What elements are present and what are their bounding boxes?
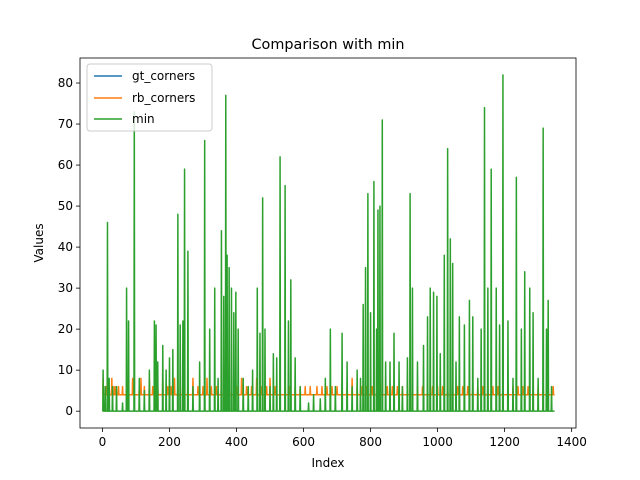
x-tick-label: 600: [292, 435, 315, 449]
y-tick-label: 0: [65, 404, 73, 418]
x-tick-label: 1400: [556, 435, 587, 449]
y-tick-label: 50: [58, 199, 73, 213]
ticks-layer: 0 200 400 600 800 1000 1200 1400 0 10 20 30 40 50 60 70…: [58, 76, 587, 449]
y-tick-label: 20: [58, 322, 73, 336]
x-tick-label: 800: [359, 435, 382, 449]
x-tick-label: 0: [99, 435, 107, 449]
chart-title: Comparison with min: [252, 37, 405, 53]
y-tick-label: 40: [58, 240, 73, 254]
x-tick-label: 400: [225, 435, 248, 449]
y-tick-label: 80: [58, 76, 73, 90]
y-tick-label: 60: [58, 158, 73, 172]
legend: gt_corners rb_corners min: [86, 63, 213, 132]
series-line-min: [102, 74, 555, 412]
axes-frame: [79, 57, 577, 429]
series-layer: [102, 74, 555, 412]
legend-label-gt-corners: gt_corners: [132, 69, 195, 83]
y-axis-label: Values: [32, 223, 46, 262]
x-tick-label: 200: [158, 435, 181, 449]
legend-label-min: min: [132, 112, 155, 126]
x-axis-label: Index: [311, 456, 344, 470]
y-tick-label: 10: [58, 363, 73, 377]
y-tick-label: 70: [58, 117, 73, 131]
x-tick-label: 1200: [489, 435, 520, 449]
y-tick-label: 30: [58, 281, 73, 295]
legend-box: [86, 63, 213, 132]
legend-label-rb-corners: rb_corners: [132, 91, 195, 105]
x-tick-label: 1000: [422, 435, 453, 449]
